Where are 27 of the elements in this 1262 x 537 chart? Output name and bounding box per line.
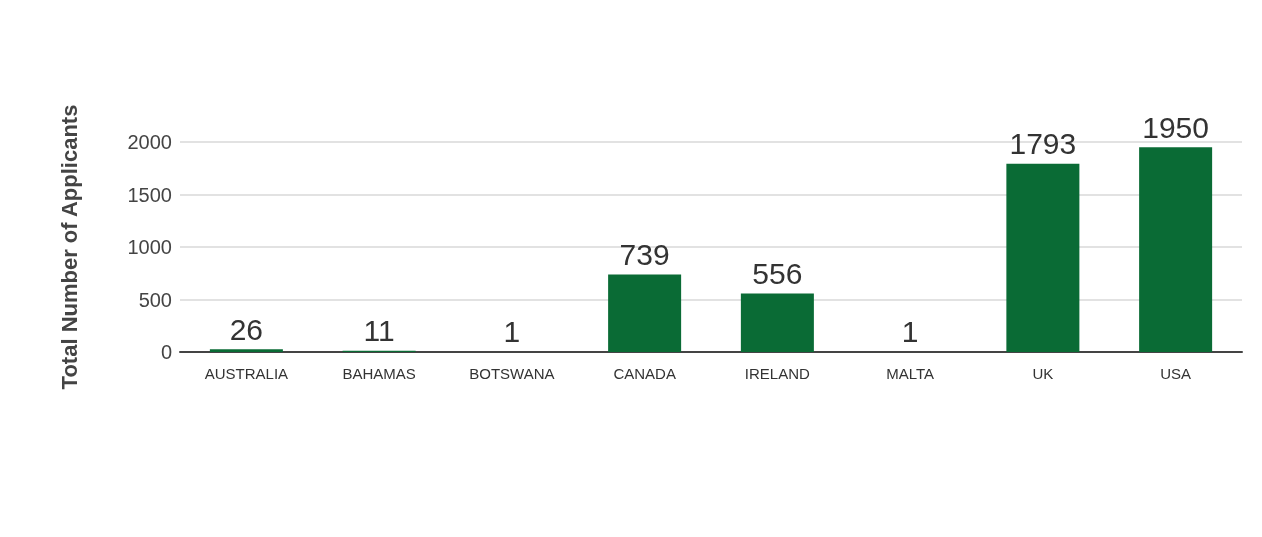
x-tick-label: MALTA	[886, 365, 935, 382]
x-tick-label: BOTSWANA	[469, 365, 555, 382]
data-label: 556	[752, 257, 803, 291]
y-tick-label: 0	[160, 341, 172, 363]
x-tick-label: CANADA	[613, 365, 676, 382]
bar	[740, 293, 814, 352]
bar	[1006, 163, 1080, 352]
data-label: 1793	[1009, 127, 1077, 161]
data-label: 739	[619, 237, 670, 271]
y-tick-label: 2000	[127, 131, 172, 153]
y-tick-label: 1000	[127, 236, 172, 258]
x-tick-label: BAHAMAS	[342, 365, 416, 382]
y-axis-title: Total Number of Applicants	[56, 104, 82, 390]
x-tick-label: UK	[1032, 365, 1054, 382]
data-label: 1950	[1142, 110, 1209, 144]
bar	[1139, 147, 1213, 352]
x-tick-label: AUSTRALIA	[204, 365, 289, 382]
data-label: 1	[503, 315, 521, 349]
data-label: 26	[229, 312, 264, 346]
data-label: 1	[901, 315, 919, 349]
data-label: 11	[363, 314, 395, 348]
bar	[608, 274, 682, 352]
y-tick-label: 1500	[127, 183, 172, 206]
x-tick-label: USA	[1160, 365, 1192, 382]
y-tick-label: 500	[138, 288, 172, 311]
x-tick-label: IRELAND	[744, 365, 811, 382]
bar	[209, 349, 283, 352]
